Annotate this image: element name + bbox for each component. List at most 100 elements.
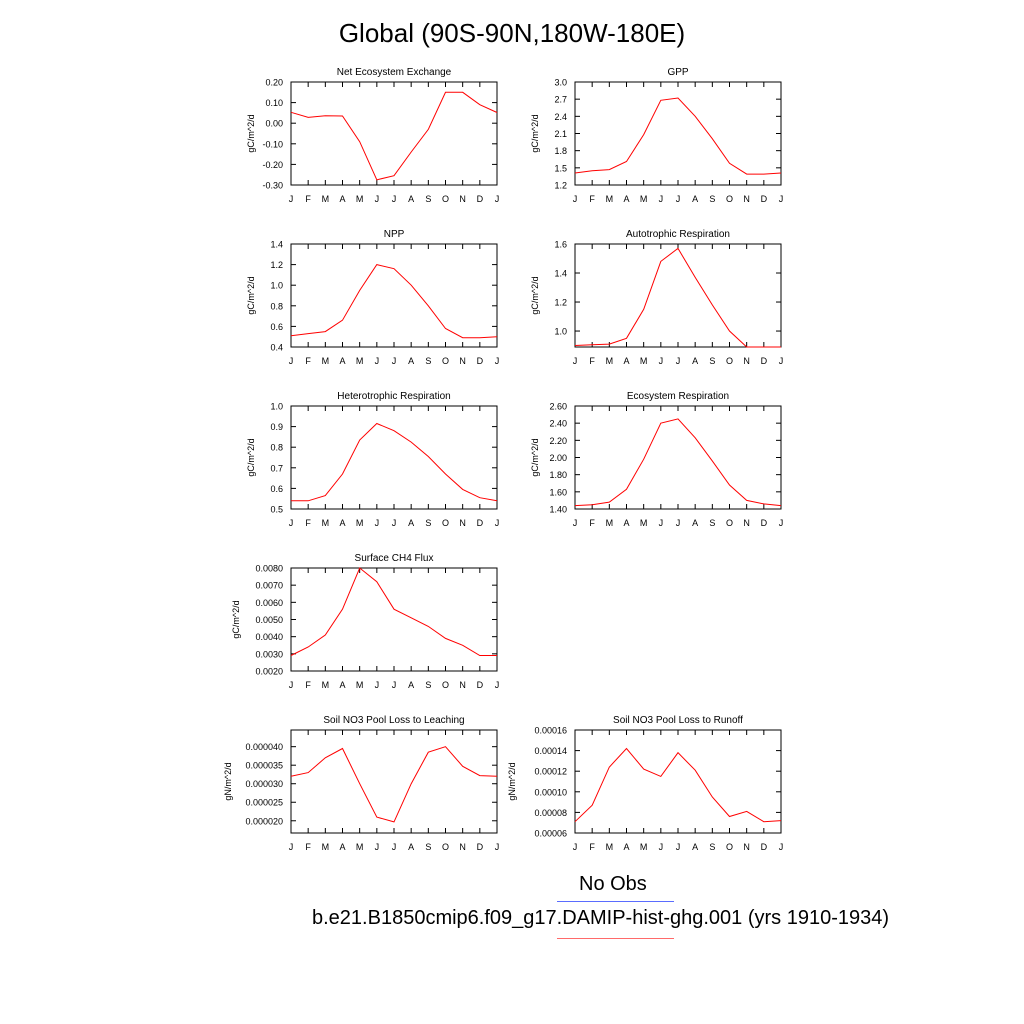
y-tick-label: 1.2	[554, 298, 567, 308]
x-tick-label: J	[573, 518, 578, 528]
x-tick-label: A	[339, 842, 345, 852]
legend-obs-line	[557, 901, 674, 902]
legend-obs-label: No Obs	[579, 873, 647, 895]
y-tick-label: 0.00008	[534, 808, 567, 818]
y-tick-label: 1.60	[549, 487, 567, 497]
x-tick-label: J	[375, 518, 380, 528]
y-tick-label: 0.0060	[255, 598, 283, 608]
x-tick-label: A	[339, 194, 345, 204]
y-tick-label: 1.6	[554, 240, 567, 250]
panel-title: Soil NO3 Pool Loss to Runoff	[613, 715, 743, 726]
x-tick-label: J	[779, 356, 784, 366]
x-tick-label: F	[589, 194, 595, 204]
y-tick-label: 0.00006	[534, 829, 567, 839]
x-tick-label: F	[589, 518, 595, 528]
y-tick-label: 0.0080	[255, 564, 283, 574]
series-line	[290, 567, 497, 656]
x-tick-label: J	[573, 842, 578, 852]
x-tick-label: O	[726, 194, 733, 204]
panel-title: Soil NO3 Pool Loss to Leaching	[323, 715, 464, 726]
y-tick-label: 2.7	[554, 95, 567, 105]
x-tick-label: M	[606, 194, 614, 204]
y-tick-label: 1.0	[270, 402, 283, 412]
y-tick-label: 2.20	[549, 436, 567, 446]
x-tick-label: J	[375, 194, 380, 204]
x-tick-label: N	[459, 356, 466, 366]
x-tick-label: M	[606, 842, 614, 852]
y-tick-label: 1.4	[270, 240, 283, 250]
x-tick-label: J	[375, 842, 380, 852]
x-tick-label: M	[356, 680, 364, 690]
x-tick-label: S	[709, 842, 715, 852]
x-tick-label: A	[623, 194, 629, 204]
x-tick-label: M	[606, 356, 614, 366]
x-tick-label: J	[289, 518, 294, 528]
x-tick-label: N	[743, 842, 750, 852]
x-tick-label: N	[743, 356, 750, 366]
y-axis-label: gC/m^2/d	[246, 114, 256, 152]
x-tick-label: M	[356, 518, 364, 528]
y-tick-label: 2.00	[549, 453, 567, 463]
x-tick-label: J	[495, 194, 500, 204]
x-tick-label: A	[692, 356, 698, 366]
x-tick-label: O	[726, 356, 733, 366]
y-tick-label: 3.0	[554, 78, 567, 88]
x-tick-label: O	[442, 680, 449, 690]
x-tick-label: F	[305, 842, 311, 852]
x-tick-label: J	[676, 842, 681, 852]
plot-frame	[290, 81, 498, 186]
y-tick-label: 2.40	[549, 419, 567, 429]
plot-frame	[574, 243, 782, 348]
x-tick-label: A	[408, 842, 414, 852]
x-tick-label: J	[392, 194, 397, 204]
x-tick-label: M	[606, 518, 614, 528]
y-tick-label: 2.4	[554, 112, 567, 122]
x-tick-label: D	[761, 518, 768, 528]
x-tick-label: S	[709, 518, 715, 528]
x-tick-label: S	[425, 518, 431, 528]
y-axis-label: gN/m^2/d	[507, 762, 517, 800]
x-tick-label: N	[459, 518, 466, 528]
x-tick-label: N	[743, 194, 750, 204]
x-tick-label: N	[459, 194, 466, 204]
x-tick-label: D	[477, 680, 484, 690]
x-tick-label: O	[442, 518, 449, 528]
x-tick-label: A	[408, 356, 414, 366]
y-tick-label: 0.20	[265, 78, 283, 88]
y-tick-label: -0.30	[262, 181, 283, 191]
y-tick-label: 0.000040	[245, 742, 283, 752]
y-axis-label: gC/m^2/d	[231, 600, 241, 638]
y-axis-label: gC/m^2/d	[530, 114, 540, 152]
plot-frame	[574, 405, 782, 510]
x-tick-label: J	[392, 680, 397, 690]
series-line	[291, 422, 498, 502]
x-tick-label: M	[640, 842, 648, 852]
x-tick-label: J	[659, 518, 664, 528]
x-tick-label: J	[779, 194, 784, 204]
series-line	[290, 91, 498, 181]
y-axis-label: gC/m^2/d	[530, 438, 540, 476]
x-tick-label: M	[322, 842, 330, 852]
y-tick-label: 0.0050	[255, 615, 283, 625]
x-tick-label: A	[339, 680, 345, 690]
x-tick-label: D	[477, 842, 484, 852]
y-axis-label: gC/m^2/d	[246, 438, 256, 476]
x-tick-label: J	[375, 356, 380, 366]
x-tick-label: M	[640, 194, 648, 204]
y-tick-label: 0.0040	[255, 632, 283, 642]
plot-frame	[290, 729, 498, 834]
x-tick-label: M	[640, 518, 648, 528]
y-tick-label: 0.000020	[245, 816, 283, 826]
y-tick-label: 0.000030	[245, 779, 283, 789]
x-tick-label: J	[392, 842, 397, 852]
y-tick-label: 0.000035	[245, 761, 283, 771]
y-tick-label: 0.4	[270, 343, 283, 353]
x-tick-label: D	[477, 194, 484, 204]
